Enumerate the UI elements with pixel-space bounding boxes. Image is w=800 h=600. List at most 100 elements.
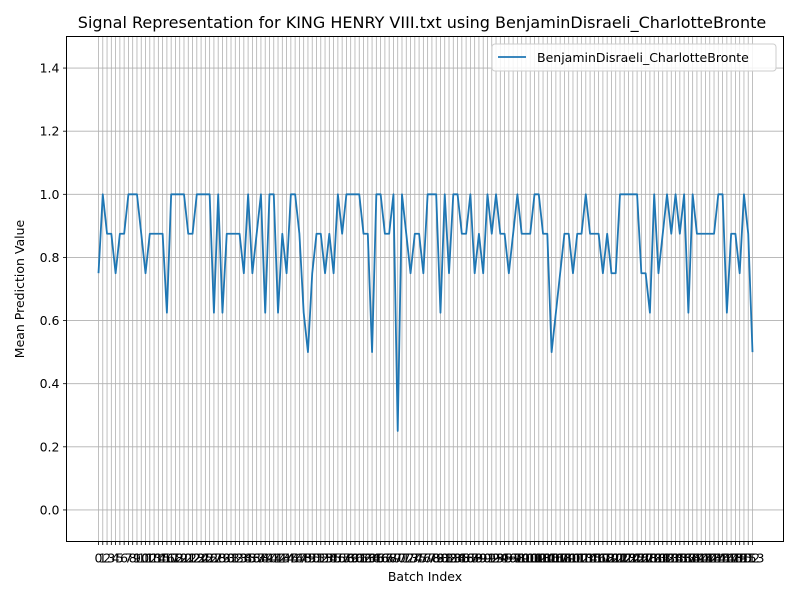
x-tick-label: 120 xyxy=(600,551,624,566)
data-point xyxy=(132,193,134,195)
x-tick-label: 73 xyxy=(403,551,419,566)
x-tick-label: 97 xyxy=(505,551,521,566)
data-point xyxy=(333,272,335,274)
data-point xyxy=(380,193,382,195)
y-tick-label: 0.4 xyxy=(40,376,60,391)
data-point xyxy=(149,233,151,235)
x-tick-label: 130 xyxy=(642,551,666,566)
data-point xyxy=(487,193,489,195)
data-point xyxy=(521,233,523,235)
data-point xyxy=(328,233,330,235)
x-tick-label: 77 xyxy=(420,551,436,566)
x-tick-label: 31 xyxy=(223,551,239,566)
x-tick-label: 51 xyxy=(309,551,325,566)
x-tick-label: 69 xyxy=(385,551,401,566)
y-tick-label: 1.2 xyxy=(40,124,60,139)
data-point xyxy=(431,193,433,195)
data-point xyxy=(243,272,245,274)
data-point xyxy=(653,193,655,195)
data-point xyxy=(358,193,360,195)
x-tick-label: 9 xyxy=(133,551,141,566)
data-point xyxy=(675,193,677,195)
x-tick-label: 132 xyxy=(651,551,675,566)
data-point xyxy=(512,233,514,235)
x-tick-label: 36 xyxy=(244,551,260,566)
data-point xyxy=(251,272,253,274)
x-tick-label: 124 xyxy=(617,551,641,566)
data-point xyxy=(555,312,557,314)
x-tick-label: 5 xyxy=(116,551,124,566)
y-tick-label: 1.0 xyxy=(40,187,60,202)
data-point xyxy=(294,193,296,195)
data-point xyxy=(354,193,356,195)
x-tick-label: 140 xyxy=(685,551,709,566)
data-point xyxy=(705,233,707,235)
data-point xyxy=(337,193,339,195)
data-point xyxy=(123,233,125,235)
data-point xyxy=(303,312,305,314)
x-tick-label: 127 xyxy=(629,551,653,566)
x-tick-label: 50 xyxy=(304,551,320,566)
x-tick-label: 107 xyxy=(544,551,568,566)
x-tick-label: 146 xyxy=(711,551,735,566)
x-tick-label: 8 xyxy=(129,551,137,566)
plot-frame xyxy=(66,36,784,542)
x-tick-label: 29 xyxy=(215,551,231,566)
legend: BenjaminDisraeli_CharlotteBronte xyxy=(491,43,777,72)
x-tick-label: 44 xyxy=(279,551,295,566)
data-point xyxy=(747,233,749,235)
x-tick-label: 71 xyxy=(394,551,410,566)
data-point xyxy=(222,312,224,314)
x-tick-label: 34 xyxy=(236,551,252,566)
x-tick-label: 39 xyxy=(257,551,273,566)
data-point xyxy=(209,193,211,195)
data-point xyxy=(499,233,501,235)
data-point xyxy=(739,272,741,274)
data-point xyxy=(162,233,164,235)
data-point xyxy=(226,233,228,235)
x-tick-label: 52 xyxy=(313,551,329,566)
x-tick-label: 15 xyxy=(155,551,171,566)
data-point xyxy=(115,272,117,274)
data-point xyxy=(414,233,416,235)
y-tick-label: 0.2 xyxy=(40,439,60,454)
x-tick-label: 108 xyxy=(548,551,572,566)
x-tick-label: 70 xyxy=(390,551,406,566)
x-tick-label: 153 xyxy=(741,551,765,566)
x-tick-label: 23 xyxy=(189,551,205,566)
legend-box xyxy=(491,43,777,72)
x-tick-label: 102 xyxy=(523,551,547,566)
data-point xyxy=(145,272,147,274)
data-point xyxy=(504,233,506,235)
x-tick-label: 12 xyxy=(142,551,158,566)
data-point xyxy=(649,312,651,314)
data-point xyxy=(722,193,724,195)
data-point xyxy=(469,193,471,195)
x-tick-label: 58 xyxy=(338,551,354,566)
x-tick-label: 133 xyxy=(655,551,679,566)
data-point xyxy=(435,193,437,195)
x-tick-label: 11 xyxy=(138,551,154,566)
data-point xyxy=(311,272,313,274)
data-point xyxy=(700,233,702,235)
x-tick-label: 16 xyxy=(159,551,175,566)
data-point xyxy=(320,233,322,235)
data-point xyxy=(260,193,262,195)
x-tick-label: 116 xyxy=(582,551,606,566)
x-tick-label: 4 xyxy=(112,551,120,566)
x-tick-label: 26 xyxy=(202,551,218,566)
x-tick-label: 88 xyxy=(467,551,483,566)
data-point xyxy=(474,272,476,274)
x-tick-label: 145 xyxy=(706,551,730,566)
data-point xyxy=(525,233,527,235)
data-point xyxy=(658,272,660,274)
x-tick-label: 141 xyxy=(689,551,713,566)
data-point xyxy=(183,193,185,195)
x-tick-label: 53 xyxy=(317,551,333,566)
x-tick-label: 78 xyxy=(424,551,440,566)
data-point xyxy=(307,351,309,353)
data-point xyxy=(393,193,395,195)
data-point xyxy=(102,193,104,195)
x-tick-label: 100 xyxy=(514,551,538,566)
data-point xyxy=(119,233,121,235)
